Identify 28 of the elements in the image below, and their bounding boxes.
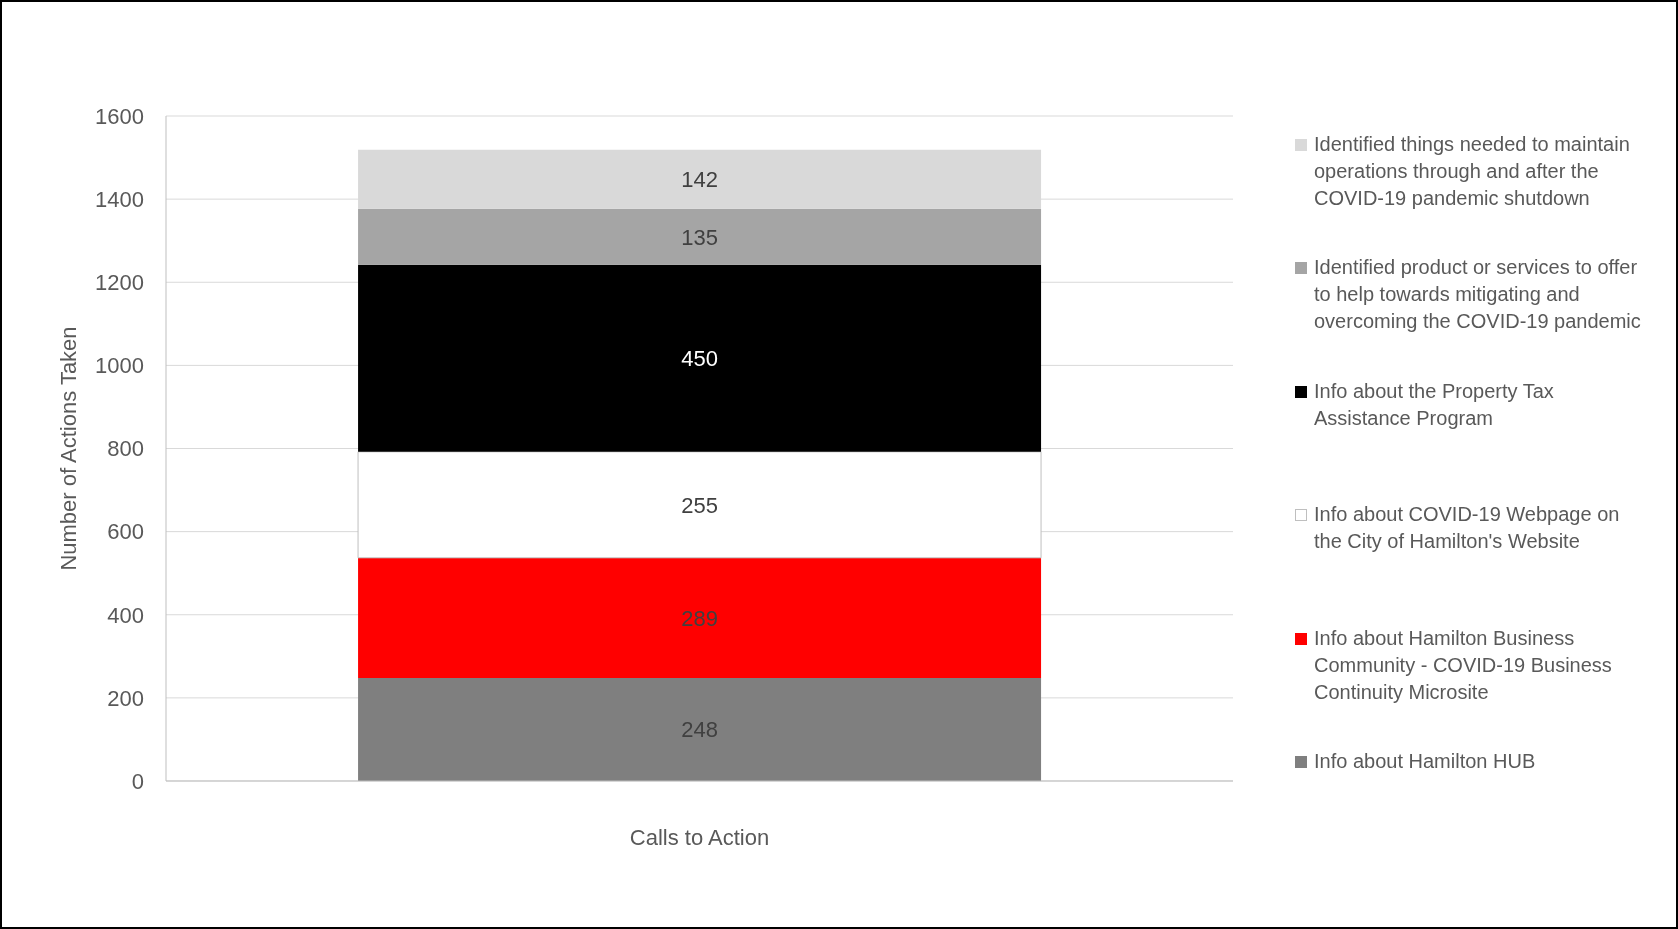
legend-label: Identified things needed to maintain operations through and after the COVID-19 pandemic shutdown: [1314, 132, 1631, 211]
y-tick-label: 800: [107, 436, 144, 462]
y-tick-label: 600: [107, 519, 144, 545]
data-label: 142: [681, 166, 718, 192]
bar: [358, 208, 1042, 265]
y-tick-label: 400: [107, 602, 144, 628]
legend-label: Info about Hamilton Business Community - COVID-19 Business Continuity Microsite: [1314, 625, 1613, 705]
bar: [358, 557, 1042, 678]
y-tick-label: 1600: [95, 103, 144, 129]
data-label: 248: [681, 717, 718, 743]
y-tick-label: 1200: [95, 270, 144, 296]
y-tick-label: 1000: [95, 353, 144, 379]
x-axis-title: Calls to Action: [629, 825, 770, 850]
bar: [358, 677, 1042, 781]
data-label: 135: [681, 224, 718, 250]
data-label: 255: [681, 492, 718, 518]
bar: [358, 264, 1042, 452]
legend-label: Info about the Property Tax Assistance Program: [1314, 378, 1555, 431]
y-tick-label: 0: [131, 768, 144, 794]
bar: [357, 451, 1042, 559]
y-tick-label: 1400: [95, 186, 144, 212]
y-axis-title: Number of Actions Taken: [55, 326, 81, 571]
data-label: 450: [681, 346, 718, 372]
data-label: 289: [681, 605, 718, 631]
legend-label: Info about COVID-19 Webpage on the City of Hamilton's Website: [1314, 502, 1621, 555]
legend-label: Identified product or services to offer to help towards mitigating and overcoming the COVID-19 pandemic: [1314, 255, 1642, 335]
legend-label: Info about Hamilton HUB: [1314, 748, 1537, 774]
y-tick-label: 200: [107, 685, 144, 711]
